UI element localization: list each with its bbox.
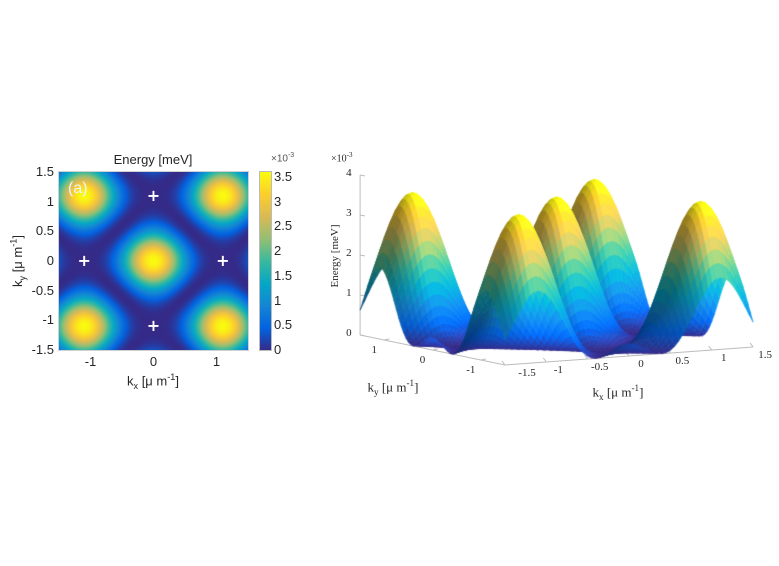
- heatmap-x-tick-label: 1: [212, 354, 221, 369]
- surface-x-tick-label: -1: [553, 364, 563, 376]
- s-ylabel-end: ]: [414, 379, 419, 395]
- ylabel-sup: -1: [8, 238, 19, 247]
- heatmap-y-tick-label: 0: [46, 253, 54, 268]
- minimum-marker: +: [146, 316, 161, 336]
- heatmap-y-tick-label: 1: [46, 193, 54, 209]
- colorbar-tick-label: 0: [274, 342, 282, 357]
- surface-z-exponent: ×10-3: [331, 151, 352, 164]
- colorbar-tick-label: 3: [274, 193, 282, 209]
- xlabel-main: k: [127, 373, 134, 389]
- heatmap-y-tick-label: -0.5: [31, 282, 54, 298]
- ylabel-main: k: [9, 280, 25, 287]
- surface-y-tick-label: 0: [419, 354, 426, 366]
- heatmap-y-tick-label: -1: [42, 312, 54, 328]
- colorbar-exponent-power: -3: [287, 152, 295, 159]
- surface-x-tick-label: 0: [638, 358, 644, 370]
- colorbar-exponent: ×10-3: [271, 152, 294, 164]
- colorbar-tick-label: 3.5: [274, 168, 293, 184]
- colorbar-tick-label: 2.5: [274, 218, 293, 234]
- s-xlabel-sup: -1: [631, 383, 640, 393]
- surface-z-axis-label: Energy [meV]: [329, 224, 341, 288]
- heatmap-title: Energy [meV]: [113, 152, 193, 167]
- surface-plot: [320, 0, 779, 566]
- surface-y-axis-label: ky [μ m-1]: [368, 378, 419, 397]
- heatmap-panel: Energy [meV] (a) + + + + -1 0 1 1.5 1 0.5 0 -0.5 -…: [0, 0, 320, 566]
- z-exponent-power: -3: [346, 151, 353, 159]
- s-xlabel-unit: [μ m: [603, 384, 632, 400]
- surface-z-tick-label: 1: [346, 287, 352, 299]
- s-ylabel-main: k: [367, 379, 375, 395]
- heatmap-y-axis-label: ky [μ m-1]: [9, 235, 28, 287]
- surface-x-axis-label: kx [μ m-1]: [593, 383, 644, 402]
- surface-z-tick-label: 2: [346, 247, 352, 259]
- s-ylabel-unit: [μ m: [378, 379, 407, 395]
- surface-x-tick-label: 0.5: [675, 355, 690, 367]
- colorbar-exponent-base: ×10: [271, 153, 288, 165]
- colorbar-tick-label: 1: [274, 292, 282, 308]
- colorbar: [259, 171, 272, 351]
- panel-label: (a): [68, 180, 88, 197]
- xlabel-sub: x: [133, 380, 139, 391]
- surface-z-tick-label: 4: [346, 167, 352, 179]
- ylabel-sub: y: [17, 275, 28, 281]
- surface-panel: ×10-3 Energy [meV] 0 1 2 3 4 1 0 -1 -1.5 -1 -0.5 0 0…: [320, 0, 779, 566]
- s-ylabel-sub: y: [374, 386, 379, 397]
- minimum-marker: +: [146, 185, 161, 205]
- heatmap-x-tick-label: -1: [84, 354, 97, 369]
- ylabel-unit: [μ m: [9, 246, 25, 276]
- minimum-marker: +: [216, 251, 230, 270]
- colorbar-tick-label: 0.5: [274, 317, 293, 333]
- surface-y-tick-label: 1: [371, 344, 378, 356]
- z-exponent-base: ×10: [331, 153, 347, 165]
- heatmap-y-tick-label: 1.5: [35, 164, 54, 179]
- surface-z-tick-label: 0: [346, 327, 352, 339]
- surface-x-tick-label: -0.5: [590, 361, 609, 373]
- heatmap-y-tick-label: -1.5: [31, 342, 54, 357]
- colorbar-tick-label: 2: [274, 243, 282, 259]
- heatmap-y-tick-label: 0.5: [35, 223, 54, 239]
- s-xlabel-end: ]: [639, 384, 644, 400]
- colorbar-tick-label: 1.5: [274, 267, 293, 283]
- xlabel-sup: -1: [167, 372, 176, 382]
- heatmap-x-tick-label: 0: [149, 354, 158, 369]
- surface-z-tick-label: 3: [346, 207, 352, 219]
- xlabel-unit: [μ m: [138, 373, 168, 389]
- minimum-marker: +: [77, 251, 91, 270]
- xlabel-end: ]: [175, 373, 179, 389]
- heatmap-image: [58, 171, 249, 351]
- surface-x-tick-label: 1.5: [758, 349, 772, 361]
- surface-x-tick-label: -1.5: [518, 367, 536, 379]
- s-xlabel-main: k: [592, 384, 600, 400]
- heatmap-x-axis-label: kx [μ m-1]: [127, 372, 179, 391]
- s-ylabel-sup: -1: [406, 378, 415, 388]
- s-xlabel-sub: x: [599, 391, 604, 402]
- ylabel-end: ]: [9, 235, 25, 239]
- surface-y-tick-label: -1: [466, 364, 476, 376]
- surface-x-tick-label: 1: [721, 352, 727, 364]
